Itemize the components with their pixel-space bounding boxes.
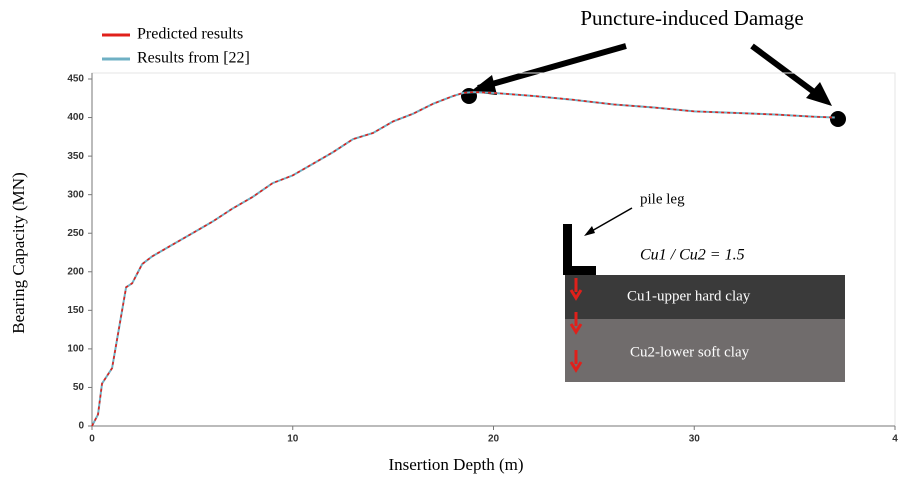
x-tick-label: 4 bbox=[892, 434, 898, 445]
y-tick-label: 0 bbox=[78, 421, 84, 432]
y-tick-label: 350 bbox=[67, 151, 84, 162]
annotation: Cu1-upper hard clay bbox=[627, 288, 751, 304]
arrow-head bbox=[470, 75, 497, 95]
y-axis-label: Bearing Capacity (MN) bbox=[9, 172, 28, 333]
inset: pile leg Cu1 / Cu2 = 1.5 Cu1-upper hard … bbox=[563, 191, 845, 382]
x-tick-label: 10 bbox=[287, 434, 299, 445]
load-arrows bbox=[569, 278, 583, 373]
x-axis-label: Insertion Depth (m) bbox=[388, 455, 523, 474]
y-tick-label: 400 bbox=[67, 112, 84, 123]
arrow bbox=[477, 43, 627, 91]
x-tick-label: 0 bbox=[89, 434, 95, 445]
y-tick-label: 450 bbox=[67, 74, 84, 85]
x-tick-label: 20 bbox=[488, 434, 500, 445]
annotation: Cu2-lower soft clay bbox=[630, 344, 750, 360]
damage-point bbox=[830, 111, 846, 127]
y-tick-label: 50 bbox=[73, 382, 85, 393]
annotation: pile leg bbox=[640, 191, 685, 207]
chart-title: Puncture-induced Damage bbox=[580, 6, 803, 30]
pile-leg bbox=[563, 224, 596, 275]
annotation: Cu1 / Cu2 = 1.5 bbox=[640, 247, 745, 264]
legend-label: Predicted results bbox=[137, 26, 243, 43]
y-tick-label: 100 bbox=[67, 344, 84, 355]
arrow bbox=[750, 43, 820, 98]
hard-clay-layer bbox=[565, 275, 845, 319]
pointer-head bbox=[584, 226, 595, 236]
x-tick-label: 30 bbox=[689, 434, 701, 445]
pointer bbox=[589, 207, 633, 233]
damage-point bbox=[461, 88, 477, 104]
y-tick-label: 150 bbox=[67, 305, 84, 316]
y-tick-label: 300 bbox=[67, 189, 84, 200]
y-tick-label: 250 bbox=[67, 228, 84, 239]
y-tick-label: 200 bbox=[67, 266, 84, 277]
arrow-head bbox=[806, 82, 832, 106]
legend-label: Results from [22] bbox=[137, 50, 250, 67]
series-line bbox=[91, 91, 835, 427]
soft-clay-layer bbox=[565, 319, 845, 382]
